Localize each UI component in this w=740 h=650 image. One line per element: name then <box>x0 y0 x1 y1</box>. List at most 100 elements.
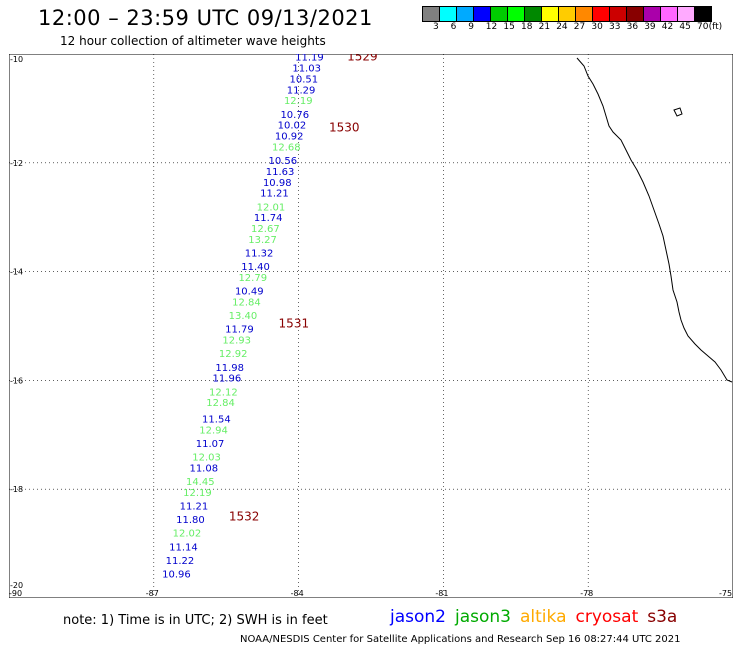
wave-height-label: 12.84 <box>232 298 261 309</box>
wave-height-label: 11.29 <box>287 85 316 96</box>
wave-height-label: 12.84 <box>206 398 235 409</box>
scale-unit: (ft) <box>708 22 723 32</box>
wave-height-label: 10.96 <box>162 570 191 581</box>
scale-label: 30 <box>591 22 603 32</box>
wave-height-label: 13.40 <box>229 311 258 322</box>
latitude-label: -14 <box>10 268 23 277</box>
wave-height-label: 11.98 <box>215 363 244 374</box>
legend-jason3: jason3 <box>455 607 511 627</box>
legend-jason2: jason2 <box>390 607 446 627</box>
wave-height-label: 10.92 <box>275 132 304 143</box>
map-frame <box>9 54 733 598</box>
wave-height-label: 11.08 <box>189 463 218 474</box>
legend-s3a: s3a <box>647 607 678 627</box>
credit-line: NOAA/NESDIS Center for Satellite Applica… <box>240 634 681 645</box>
wave-height-label: 12.12 <box>209 387 238 398</box>
track-time-label: 1530 <box>329 120 360 134</box>
wave-height-label: 12.94 <box>199 425 228 436</box>
scale-swatch <box>626 6 644 22</box>
track-time-label: 1529 <box>347 54 378 64</box>
wave-height-label: 10.02 <box>278 121 307 132</box>
track-time-label: 1531 <box>279 316 310 330</box>
legend-cryosat: cryosat <box>575 607 639 627</box>
wave-height-label: 12.79 <box>238 273 267 284</box>
scale-label: 3 <box>433 22 439 32</box>
scale-label: 33 <box>609 22 621 32</box>
scale-swatch <box>507 6 525 22</box>
wave-height-label: 11.54 <box>202 414 231 425</box>
wave-height-label: 12.93 <box>222 336 251 347</box>
latitude-label: -10 <box>10 55 23 64</box>
wave-height-label: 12.03 <box>192 453 221 464</box>
scale-swatch <box>575 6 593 22</box>
wave-height-label: 11.03 <box>292 64 321 75</box>
wave-height-label: 11.96 <box>213 374 242 385</box>
scale-label: 45 <box>679 22 691 32</box>
satellite-legend: jason2 jason3 altika cryosat s3a <box>390 607 686 627</box>
wave-height-label: 10.49 <box>235 287 264 298</box>
scale-swatch <box>490 6 508 22</box>
scale-swatch <box>609 6 627 22</box>
wave-height-label: 11.07 <box>196 439 225 450</box>
longitude-label: -84 <box>291 589 304 598</box>
longitude-label: -90 <box>9 589 22 598</box>
wave-height-label: 10.76 <box>280 110 309 121</box>
wave-height-label: 12.68 <box>272 142 301 153</box>
wave-height-label: 12.67 <box>251 224 280 235</box>
scale-swatch <box>524 6 542 22</box>
track-time-label: 1532 <box>229 509 260 523</box>
color-scale <box>422 6 712 22</box>
wave-height-label: 11.14 <box>169 542 198 553</box>
wave-height-label: 11.21 <box>260 189 289 200</box>
map-title: 12:00 – 23:59 UTC 09/13/2021 <box>38 6 373 30</box>
wave-height-label: 11.63 <box>266 167 295 178</box>
scale-swatch <box>422 6 440 22</box>
longitude-label: -78 <box>580 589 593 598</box>
wave-height-label: 11.79 <box>225 325 254 336</box>
latitude-label: -18 <box>10 485 23 494</box>
coastline-south-america <box>576 57 733 383</box>
scale-swatch <box>592 6 610 22</box>
latitude-label: -12 <box>10 159 23 168</box>
altimeter-map[interactable]: -90 -87 -84 -81 -78 -75 -10 -12 -14 -16 -18 -20 11.… <box>9 54 733 598</box>
wave-height-label: 14.45 <box>186 477 215 488</box>
legend-altika: altika <box>520 607 567 627</box>
wave-height-label: 11.22 <box>166 556 195 567</box>
scale-label: 36 <box>626 22 639 32</box>
wave-height-label: 11.74 <box>254 213 283 224</box>
scale-label: 9 <box>468 22 474 32</box>
wave-height-label: 11.32 <box>245 249 274 260</box>
wave-height-label: 10.98 <box>263 178 292 189</box>
scale-swatch <box>439 6 457 22</box>
wave-height-label: 10.56 <box>269 156 298 167</box>
scale-label: 39 <box>644 22 656 32</box>
longitude-label: -87 <box>146 589 159 598</box>
longitude-label: -75 <box>719 589 732 598</box>
scale-swatch <box>643 6 661 22</box>
units-note: note: 1) Time is in UTC; 2) SWH is in fe… <box>63 613 328 628</box>
color-scale-labels: 3 6 9 12 15 18 21 24 27 30 33 36 39 42 45 70 (ft) <box>422 22 740 34</box>
scale-swatch <box>473 6 491 22</box>
wave-height-label: 12.19 <box>284 96 313 107</box>
scale-label: 70 <box>697 22 709 32</box>
scale-swatch <box>677 6 695 22</box>
scale-label: 24 <box>556 22 568 32</box>
map-grid: -90 -87 -84 -81 -78 -75 -10 -12 -14 -16 -18 -20 <box>9 54 733 598</box>
scale-label: 27 <box>573 22 586 32</box>
wave-height-label: 11.19 <box>295 54 324 64</box>
wave-height-label: 12.19 <box>183 488 212 499</box>
wave-height-label: 11.40 <box>241 262 270 273</box>
scale-label: 21 <box>538 22 551 32</box>
wave-height-label: 12.01 <box>257 202 286 213</box>
scale-label: 18 <box>521 22 533 32</box>
wave-height-label: 12.02 <box>173 529 202 540</box>
wave-height-label: 11.80 <box>176 515 205 526</box>
scale-swatch <box>694 6 712 22</box>
scale-swatch <box>660 6 678 22</box>
scale-label: 6 <box>450 22 457 32</box>
island-outline <box>673 107 683 117</box>
wave-height-label: 11.21 <box>180 502 209 513</box>
scale-label: 15 <box>503 22 515 32</box>
scale-swatch <box>456 6 474 22</box>
satellite-track: 11.1911.0310.5111.2912.1910.7610.0210.92… <box>162 54 378 581</box>
